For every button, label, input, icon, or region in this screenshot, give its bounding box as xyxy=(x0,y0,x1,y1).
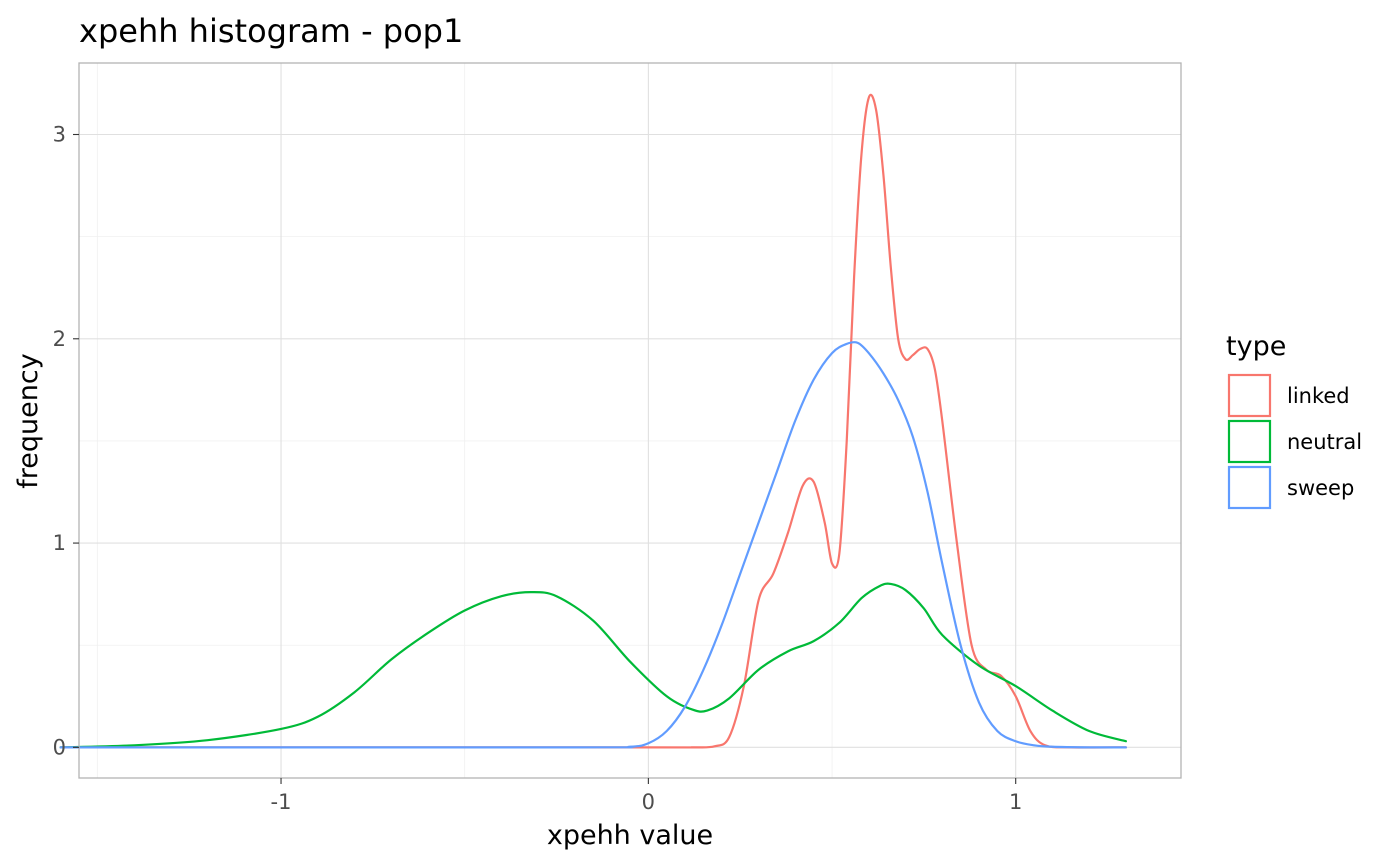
minor-gridlines xyxy=(79,63,1181,778)
x-tick-label: 0 xyxy=(642,790,655,814)
chart-title: xpehh histogram - pop1 xyxy=(79,12,463,50)
y-axis-title: frequency xyxy=(13,353,44,488)
series-layer xyxy=(59,93,1127,749)
y-tick-label: 2 xyxy=(53,327,66,351)
legend: type linked neutral sweep xyxy=(1226,331,1362,510)
series-line-linked xyxy=(59,93,1127,749)
series-line-neutral xyxy=(59,582,1127,749)
legend-label-sweep: sweep xyxy=(1287,476,1354,500)
series-line-sweep xyxy=(59,341,1127,749)
y-tick-label: 1 xyxy=(53,531,66,555)
y-axis: 0 1 2 3 xyxy=(53,123,79,759)
y-tick-label: 3 xyxy=(53,123,66,147)
legend-key-linked xyxy=(1227,373,1272,418)
panel-border xyxy=(78,62,1182,779)
y-tick-label: 0 xyxy=(53,735,66,759)
plot-panel xyxy=(59,62,1182,779)
major-gridlines xyxy=(79,63,1181,778)
legend-key-sweep xyxy=(1227,465,1272,510)
x-tick-label: -1 xyxy=(271,790,292,814)
x-axis-title: xpehh value xyxy=(547,820,713,851)
legend-title: type xyxy=(1226,331,1286,362)
legend-label-linked: linked xyxy=(1287,384,1350,408)
legend-label-neutral: neutral xyxy=(1287,430,1362,454)
x-axis: -1 0 1 xyxy=(271,778,1022,814)
x-tick-label: 1 xyxy=(1009,790,1022,814)
legend-key-neutral xyxy=(1227,419,1272,464)
